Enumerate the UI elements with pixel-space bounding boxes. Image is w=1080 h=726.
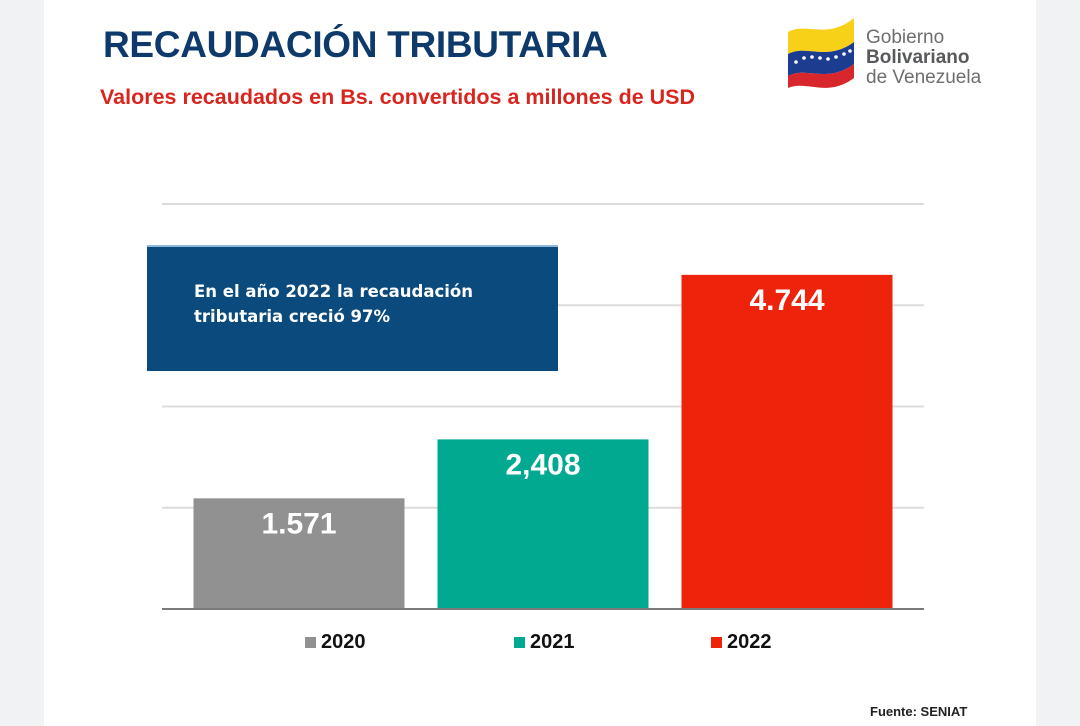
data-label-2021: 2,408 bbox=[505, 448, 580, 481]
legend-swatch-icon bbox=[305, 637, 316, 648]
government-logo: Gobierno Bolivariano de Venezuela bbox=[782, 14, 1002, 94]
logo-line-2: Bolivariano bbox=[866, 47, 970, 68]
source-note: Fuente: SENIAT bbox=[870, 704, 968, 719]
bar-2020 bbox=[193, 498, 405, 609]
logo-line-3: de Venezuela bbox=[866, 67, 982, 88]
bar-2022 bbox=[681, 274, 893, 609]
annotation-text: En el año 2022 la recaudación tributaria… bbox=[194, 282, 473, 326]
page-title: RECAUDACIÓN TRIBUTARIA bbox=[103, 24, 608, 65]
bar-2021 bbox=[437, 439, 649, 609]
legend-item-2021: 2021 bbox=[514, 631, 575, 654]
page-subtitle: Valores recaudados en Bs. convertidos a … bbox=[100, 85, 696, 109]
logo-text: Gobierno Bolivariano de Venezuela bbox=[866, 28, 981, 88]
legend-item-2022: 2022 bbox=[711, 631, 772, 654]
data-label-2020: 1.571 bbox=[261, 507, 336, 540]
slide: RECAUDACIÓN TRIBUTARIA Valores recaudado… bbox=[44, 0, 1036, 726]
legend-item-2020: 2020 bbox=[305, 631, 366, 654]
venezuela-flag-icon bbox=[788, 18, 854, 88]
legend-swatch-icon bbox=[711, 637, 722, 648]
chart-legend: 2020 2021 2022 bbox=[44, 631, 1036, 655]
legend-swatch-icon bbox=[514, 637, 525, 648]
bar-chart: 1.571 2,408 4.744 bbox=[162, 203, 924, 610]
data-label-2022: 4.744 bbox=[749, 284, 824, 317]
legend-label: 2021 bbox=[530, 631, 575, 653]
annotation-box: En el año 2022 la recaudación tributaria… bbox=[147, 245, 558, 371]
legend-label: 2020 bbox=[321, 631, 366, 653]
logo-line-1: Gobierno bbox=[866, 27, 945, 48]
legend-label: 2022 bbox=[727, 631, 772, 653]
